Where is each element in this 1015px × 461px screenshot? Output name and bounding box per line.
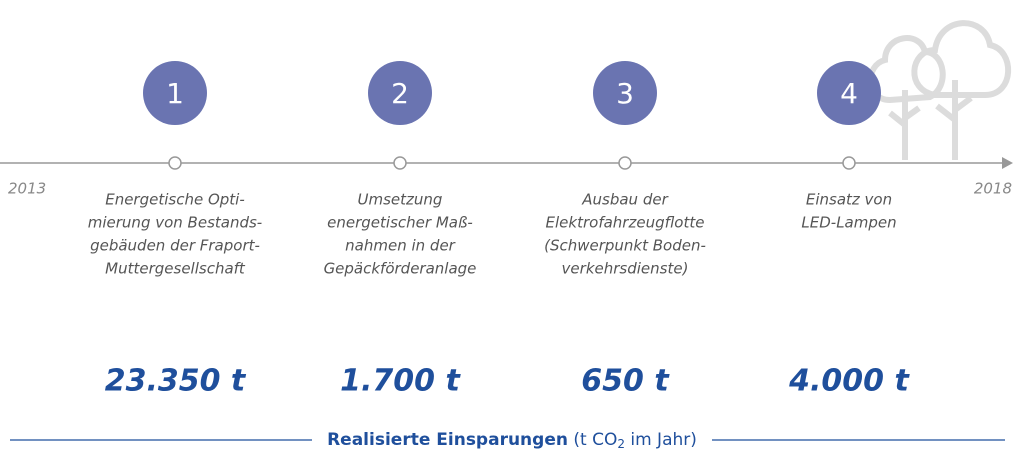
step-number: 1 <box>166 77 184 110</box>
step-description: Elektrofahrzeugflotte <box>546 214 705 232</box>
step-description: Einsatz von <box>806 191 892 209</box>
footer-unit: (t CO <box>573 430 617 450</box>
timeline-arrow <box>1002 157 1013 169</box>
step-description: Gepäckförderanlage <box>324 260 477 278</box>
footer-unit: im Jahr) <box>625 430 697 450</box>
timeline-node <box>619 157 631 169</box>
step-description: gebäuden der Fraport- <box>90 237 260 255</box>
timeline-node <box>843 157 855 169</box>
step-description: nahmen in der <box>345 237 456 255</box>
footer: Realisierte Einsparungen (t CO2 im Jahr) <box>327 430 697 451</box>
start-year: 2013 <box>8 180 46 198</box>
step-amount: 4.000 t <box>788 364 910 399</box>
step-description: Muttergesellschaft <box>105 260 246 278</box>
step-description: Energetische Opti- <box>105 191 245 209</box>
step-description: Umsetzung <box>358 191 443 209</box>
step-number: 4 <box>840 77 858 110</box>
step-amount: 23.350 t <box>105 364 247 399</box>
step-amount: 650 t <box>581 364 670 399</box>
step-amount: 1.700 t <box>340 364 461 399</box>
step-description: mierung von Bestands- <box>88 214 262 232</box>
step-description: verkehrsdienste) <box>562 260 689 278</box>
step-description: energetischer Maß- <box>327 214 473 232</box>
step-description: LED-Lampen <box>801 214 896 232</box>
step-number: 3 <box>616 77 634 110</box>
step-description: Ausbau der <box>581 191 668 209</box>
step-description: (Schwerpunkt Boden- <box>544 237 706 255</box>
footer-label: Realisierte Einsparungen <box>327 430 568 450</box>
tree-icon <box>871 23 1009 160</box>
timeline-node <box>169 157 181 169</box>
footer-sub: 2 <box>617 437 625 451</box>
infographic: 2013 2018 Realisierte Einsparungen (t CO… <box>0 0 1015 457</box>
timeline-node <box>394 157 406 169</box>
end-year: 2018 <box>974 180 1012 198</box>
step-number: 2 <box>391 77 409 110</box>
